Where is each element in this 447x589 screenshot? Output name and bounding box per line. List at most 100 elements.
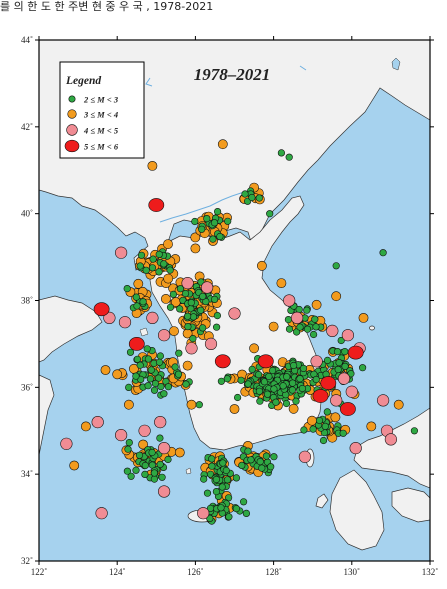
earthquake-event-m4 [103,311,116,325]
earthquake-event-m2 [293,328,301,336]
land-japan-honshu [353,407,430,489]
x-tick-label: 124˚ [109,567,126,577]
y-tick-label: 38˚ [21,296,33,306]
earthquake-event-m2 [217,377,225,385]
earthquake-event-m2 [208,462,216,470]
earthquake-event-m2 [341,348,349,356]
earthquake-event-m2 [137,251,146,259]
earthquake-event-m4 [330,394,343,407]
earthquake-event-m2 [335,359,343,367]
earthquake-event-m3 [331,291,342,302]
earthquake-event-m5 [128,336,145,351]
earthquake-event-m2 [195,401,203,409]
earthquake-event-m2 [206,504,215,513]
earthquake-event-m3 [163,239,173,249]
earthquake-event-m2 [255,371,263,379]
earthquake-event-m2 [255,194,263,202]
earthquake-event-m2 [127,472,135,480]
earthquake-event-m2 [166,266,174,274]
earthquake-event-m4 [154,416,167,429]
earthquake-event-m5 [339,402,356,416]
earthquake-event-m2 [337,336,345,345]
earthquake-event-m5 [312,389,329,403]
earthquake-event-m2 [198,225,206,233]
earthquake-event-m2 [296,375,304,383]
earthquake-event-m2 [212,475,220,484]
earthquake-event-m3 [190,243,201,254]
earthquake-event-m2 [217,504,225,512]
earthquake-event-m2 [341,362,349,371]
earthquake-event-m4 [114,246,128,259]
earthquake-event-m2 [339,429,347,437]
earthquake-event-m2 [270,453,278,461]
earthquake-event-m4 [201,281,214,294]
earthquake-event-m2 [238,461,246,470]
legend-label-m3: 3 ≤ M < 4 [83,110,118,120]
earthquake-event-m4 [181,277,194,290]
earthquake-event-m2 [303,325,312,333]
earthquake-event-m2 [150,475,158,483]
earthquake-event-m4 [326,324,339,338]
earthquake-event-m2 [248,193,256,202]
earthquake-event-m3 [81,421,91,432]
earthquake-event-m2 [184,312,192,320]
earthquake-event-m4 [345,385,358,398]
earthquake-event-m2 [141,470,149,479]
earthquake-event-m3 [330,412,341,423]
earthquake-event-m4 [298,450,312,463]
earthquake-event-m3 [112,369,123,380]
earthquake-event-m2 [240,498,248,506]
y-tick-label: 40˚ [21,209,33,219]
earthquake-event-m2 [244,380,252,388]
earthquake-event-m2 [258,464,266,472]
earthquake-event-m3 [69,460,80,471]
earthquake-event-m2 [133,355,141,363]
earthquake-event-m2 [223,476,232,484]
earthquake-event-m5 [93,302,110,317]
earthquake-event-m2 [255,387,264,395]
earthquake-event-m2 [133,302,141,310]
earthquake-event-m4 [204,337,218,351]
earthquake-event-m2 [155,358,164,366]
legend-marker-m3 [67,109,77,119]
axis-ticks-layer: 122˚ 124˚ 126˚ 128˚ 130˚ 132˚ 32˚ 34˚ 36˚ 38˚ 40˚ 4… [21,35,438,577]
earthquake-event-m2 [132,466,140,474]
earthquake-event-m2 [299,364,308,373]
earthquake-event-m4 [158,329,171,342]
earthquake-event-m2 [132,372,140,380]
earthquake-event-m2 [142,266,150,274]
earthquake-event-m2 [199,324,207,332]
earthquake-event-m2 [256,458,264,466]
earthquake-event-m2 [149,255,157,263]
earthquake-event-m4 [185,342,198,355]
earthquake-event-m2 [197,306,205,314]
y-tick-label: 32˚ [21,556,33,566]
earthquake-event-m4 [384,433,398,446]
earthquake-event-m2 [202,298,210,306]
earthquake-event-m2 [289,379,297,387]
earthquake-event-m2 [164,455,172,464]
earthquake-event-m2 [311,315,319,323]
legend-marker-m4 [66,124,78,136]
earthquake-event-m5 [320,376,337,390]
earthquake-event-m4 [158,442,171,455]
earthquake-event-m2 [200,475,208,483]
earthquake-event-m2 [125,439,133,447]
x-tick-label: 126˚ [187,567,204,577]
earthquake-event-m3 [186,399,197,410]
earthquake-event-m4 [341,329,355,342]
earthquake-event-m3 [393,399,404,410]
legend-title: Legend [65,75,101,87]
earthquake-event-m2 [359,364,367,372]
earthquake-event-m4 [291,311,304,325]
earthquake-event-m2 [160,260,168,268]
earthquake-event-m2 [156,352,164,360]
earthquake-event-m2 [156,434,164,442]
earthquake-event-m2 [155,268,163,276]
earthquake-event-m2 [136,262,144,270]
legend: Legend 2 ≤ M < 3 3 ≤ M < 4 4 ≤ M < 5 5 ≤… [59,61,145,159]
earthquake-event-m2 [334,365,342,374]
earthquake-events-layer [60,139,419,525]
earthquake-event-m2 [237,376,245,384]
earthquake-event-m2 [123,467,131,475]
